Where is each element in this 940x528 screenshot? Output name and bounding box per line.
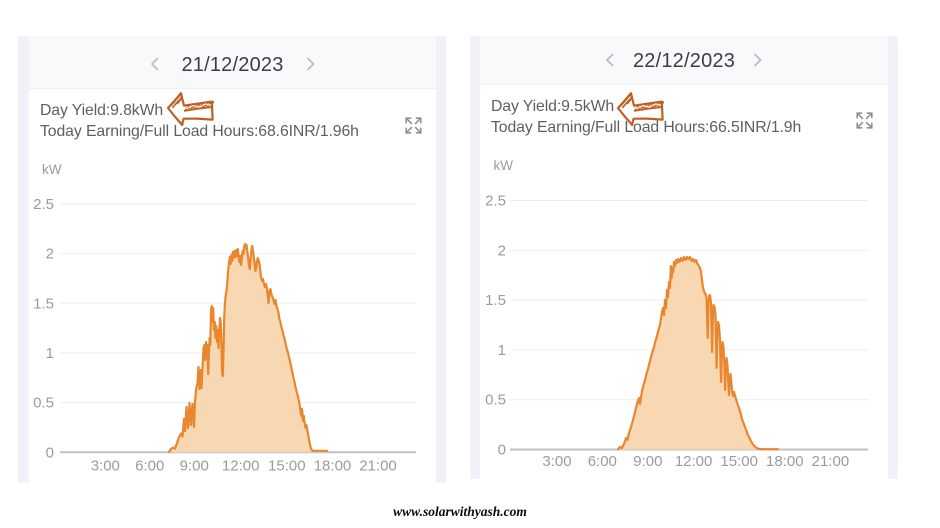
svg-text:6:00: 6:00	[135, 458, 164, 475]
svg-text:1.5: 1.5	[485, 292, 506, 309]
svg-text:2.5: 2.5	[33, 196, 54, 213]
svg-text:2: 2	[46, 246, 54, 263]
svg-text:18:00: 18:00	[314, 458, 352, 475]
svg-text:0.5: 0.5	[33, 395, 54, 412]
svg-text:18:00: 18:00	[766, 453, 804, 470]
svg-text:0: 0	[498, 442, 506, 459]
svg-text:21:00: 21:00	[812, 453, 850, 470]
svg-text:3:00: 3:00	[91, 458, 120, 475]
svg-text:9:00: 9:00	[180, 458, 209, 475]
svg-text:12:00: 12:00	[675, 453, 713, 470]
svg-text:15:00: 15:00	[720, 453, 758, 470]
svg-text:kW: kW	[494, 158, 514, 173]
svg-text:3:00: 3:00	[542, 453, 571, 470]
svg-text:15:00: 15:00	[268, 458, 306, 475]
svg-text:kW: kW	[42, 162, 62, 177]
svg-text:1: 1	[498, 342, 506, 359]
svg-text:1: 1	[46, 345, 54, 362]
svg-text:12:00: 12:00	[222, 458, 260, 475]
svg-text:21:00: 21:00	[359, 458, 397, 475]
svg-text:1.5: 1.5	[33, 295, 54, 312]
svg-text:2.5: 2.5	[485, 193, 506, 210]
svg-text:9:00: 9:00	[633, 453, 662, 470]
svg-text:0.5: 0.5	[485, 392, 506, 409]
svg-text:0: 0	[46, 444, 54, 461]
svg-text:6:00: 6:00	[588, 453, 617, 470]
svg-text:2: 2	[498, 242, 506, 259]
